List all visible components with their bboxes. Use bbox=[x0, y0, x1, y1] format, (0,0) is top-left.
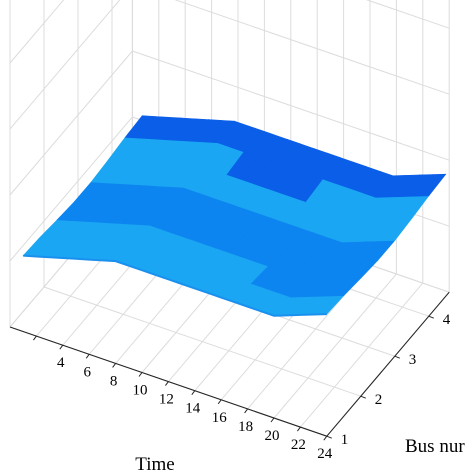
x-tick-label: 14 bbox=[185, 401, 201, 417]
x-tick-label: 20 bbox=[265, 428, 280, 444]
x-tick-mark bbox=[217, 399, 222, 405]
y-axis-line bbox=[326, 291, 450, 437]
y-tick-label: 4 bbox=[443, 312, 451, 328]
y-tick-mark bbox=[360, 395, 366, 399]
x-tick-label: 24 bbox=[317, 446, 333, 462]
x-tick-mark bbox=[33, 335, 37, 341]
axis-lines bbox=[9, 291, 450, 437]
grid-line bbox=[174, 0, 450, 95]
x-tick-label: 8 bbox=[110, 373, 118, 389]
y-axis-label: Bus nur bbox=[405, 436, 465, 457]
y-tick-mark bbox=[428, 315, 434, 319]
y-tick-mark bbox=[394, 355, 400, 359]
x-tick-mark bbox=[85, 353, 90, 359]
x-tick-mark bbox=[138, 372, 143, 377]
y-tick-label: 2 bbox=[375, 392, 383, 408]
x-tick-mark bbox=[112, 363, 116, 368]
surface-edge bbox=[23, 254, 327, 317]
x-tick-mark bbox=[164, 381, 169, 386]
x-tick-mark bbox=[270, 417, 275, 423]
grid-line bbox=[365, 0, 450, 29]
x-tick-label: 4 bbox=[57, 355, 65, 371]
x-tick-label: 10 bbox=[133, 383, 148, 399]
x-tick-label: 6 bbox=[83, 364, 91, 380]
grid-line bbox=[132, 50, 450, 161]
surface-patch bbox=[414, 173, 447, 197]
grid-line bbox=[9, 0, 65, 64]
x-tick-mark bbox=[191, 390, 196, 396]
x-tick-label: 22 bbox=[291, 437, 306, 453]
grid-line bbox=[9, 0, 121, 130]
grid-line bbox=[9, 116, 133, 262]
grid-line bbox=[43, 286, 361, 397]
x-tick-labels: 4 6 8 10 12 14 16 18 20 22 24 bbox=[33, 335, 333, 462]
x-tick-mark bbox=[296, 426, 301, 432]
surface-mesh bbox=[22, 115, 447, 317]
x-tick-label: 16 bbox=[212, 410, 228, 426]
y-tick-mark bbox=[326, 435, 332, 439]
grid-line bbox=[9, 50, 133, 196]
y-tick-label: 3 bbox=[409, 352, 417, 368]
y-tick-label: 1 bbox=[341, 432, 349, 448]
x-axis-label: Time bbox=[135, 454, 174, 474]
x-tick-label: 12 bbox=[159, 392, 174, 408]
y-tick-labels: 1 2 3 4 bbox=[326, 312, 451, 448]
x-tick-mark bbox=[323, 435, 328, 441]
x-tick-mark bbox=[59, 344, 64, 350]
x-tick-label: 18 bbox=[238, 419, 253, 435]
x-tick-mark bbox=[244, 408, 249, 414]
